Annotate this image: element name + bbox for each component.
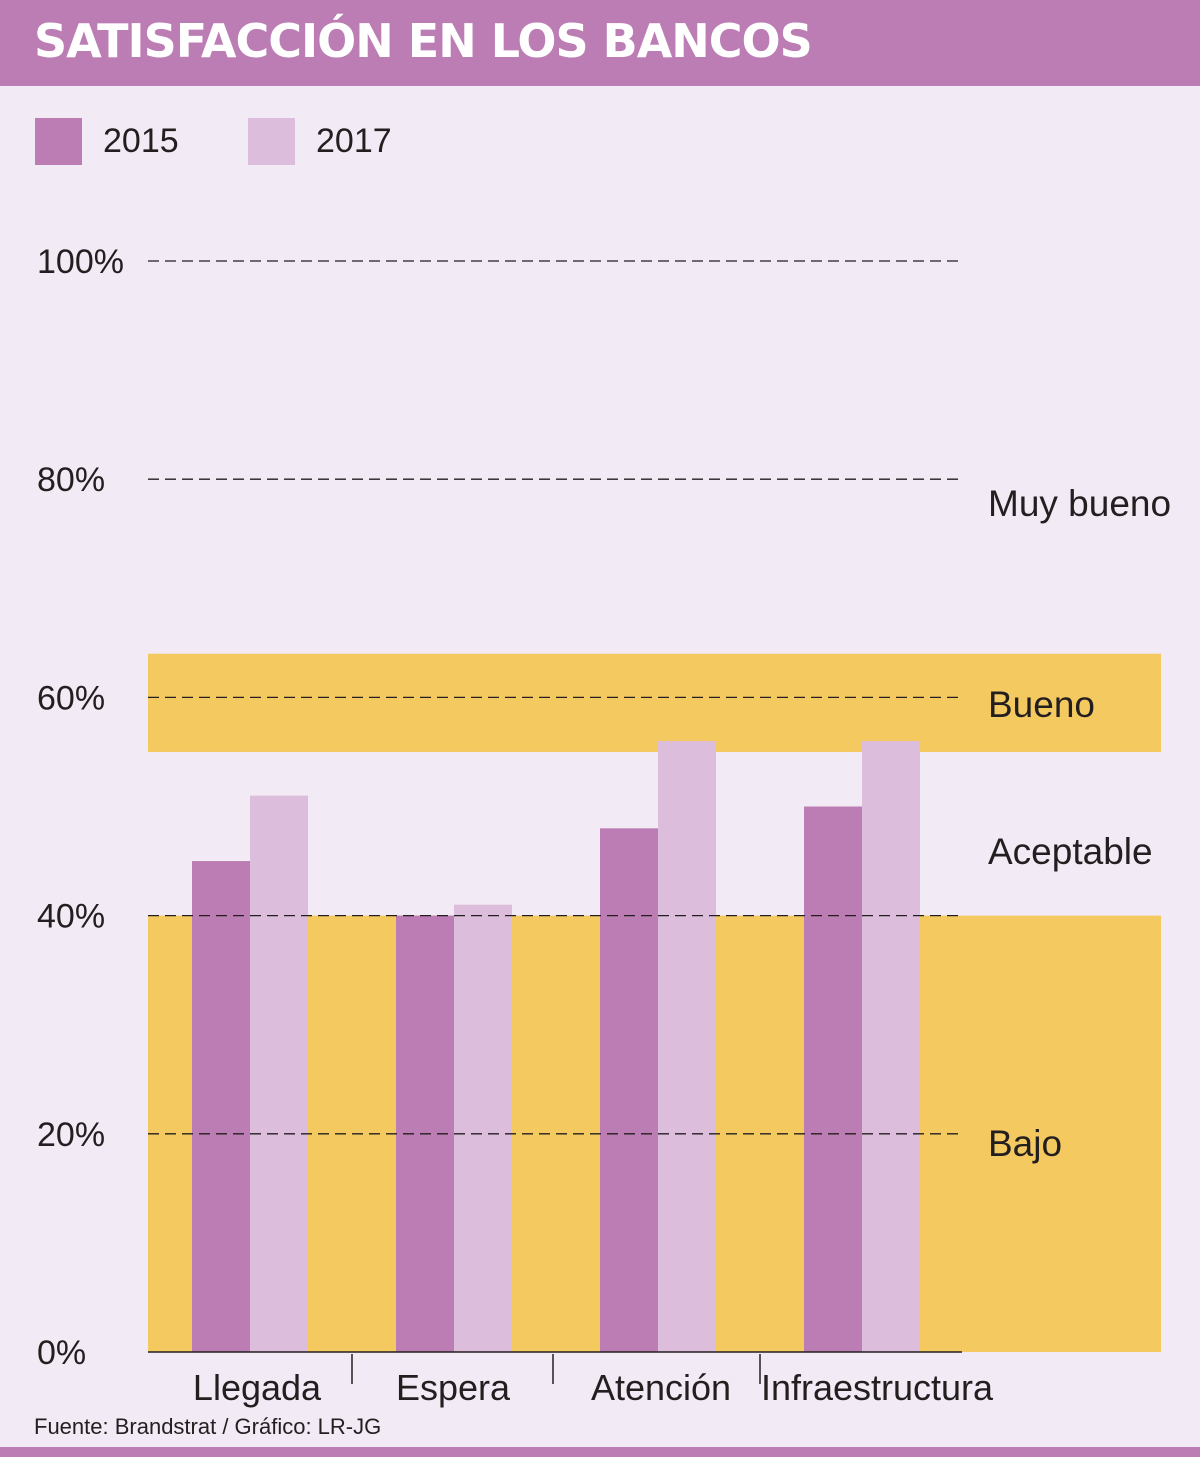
header-bar: SATISFACCIÓN EN LOS BANCOS — [0, 0, 1200, 86]
bar-atencion-2017 — [658, 741, 716, 1352]
legend-label-2015: 2015 — [103, 122, 179, 160]
y-tick-label-0: 0% — [37, 1334, 86, 1372]
legend-label-2017: 2017 — [316, 122, 392, 160]
footer-bar — [0, 1447, 1200, 1457]
y-tick-label-100: 100% — [37, 243, 124, 281]
y-tick-label-20: 20% — [37, 1116, 105, 1154]
bar-llegada-2015 — [192, 861, 250, 1352]
x-tick-label-espera: Espera — [396, 1367, 511, 1408]
legend-swatch-2017 — [248, 118, 295, 165]
bar-espera-2017 — [454, 904, 512, 1352]
x-tick-label-infraestructura: Infraestructura — [761, 1367, 994, 1408]
band-bueno — [148, 653, 1161, 752]
y-tick-label-60: 60% — [37, 679, 105, 717]
y-tick-label-80: 80% — [37, 461, 105, 499]
x-tick-label-atencion: Atención — [591, 1367, 731, 1408]
bar-infraestructura-2017 — [862, 741, 920, 1352]
source-note: Fuente: Brandstrat / Gráfico: LR-JG — [34, 1414, 382, 1439]
band-label-aceptable: Aceptable — [988, 831, 1153, 872]
y-tick-label-40: 40% — [37, 898, 105, 936]
x-tick-label-llegada: Llegada — [193, 1367, 322, 1408]
legend-swatch-2015 — [35, 118, 82, 165]
band-label-bueno: Bueno — [988, 684, 1095, 725]
band-label-muy-bueno: Muy bueno — [988, 483, 1171, 524]
bar-llegada-2017 — [250, 795, 308, 1352]
band-label-bajo: Bajo — [988, 1123, 1062, 1164]
bar-infraestructura-2015 — [804, 806, 862, 1352]
bar-atencion-2015 — [600, 828, 658, 1352]
chart-title: SATISFACCIÓN EN LOS BANCOS — [34, 14, 813, 68]
